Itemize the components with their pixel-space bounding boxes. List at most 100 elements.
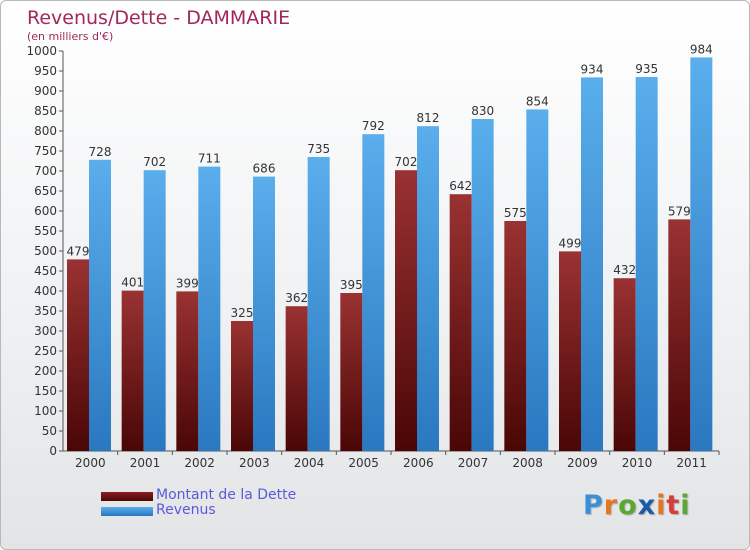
bar-dette-2005 xyxy=(340,293,363,451)
logo-letter: t xyxy=(666,490,681,521)
x-tick-label: 2000 xyxy=(75,456,106,470)
x-tick-label: 2010 xyxy=(622,456,653,470)
legend-swatch-revenus xyxy=(101,507,153,516)
bar-revenus-2004 xyxy=(307,157,330,451)
bar-revenus-2008 xyxy=(526,109,549,452)
bar-dette-2008 xyxy=(504,221,527,451)
data-label-revenus: 812 xyxy=(417,111,440,125)
y-tick-label: 850 xyxy=(34,104,57,118)
bar-revenus-2011 xyxy=(690,57,713,452)
bar-dette-2003 xyxy=(231,321,253,451)
y-tick-label: 600 xyxy=(34,204,57,218)
y-tick-label: 400 xyxy=(34,284,57,298)
y-tick-label: 0 xyxy=(49,444,57,458)
bar-revenus-2002 xyxy=(198,166,221,451)
bar-revenus-2009 xyxy=(581,77,603,452)
data-label-revenus: 686 xyxy=(253,162,276,176)
data-label-revenus: 728 xyxy=(89,145,112,159)
y-tick-label: 500 xyxy=(34,244,57,258)
data-label-dette: 642 xyxy=(449,179,472,193)
y-tick-label: 300 xyxy=(34,324,57,338)
bar-revenus-2005 xyxy=(362,134,385,451)
data-label-revenus: 830 xyxy=(471,104,494,118)
data-label-revenus: 935 xyxy=(635,62,658,76)
legend-label-dette: Montant de la Dette xyxy=(156,487,297,503)
bar-dette-2000 xyxy=(67,259,89,451)
bar-dette-2006 xyxy=(395,170,417,451)
x-tick-label: 2011 xyxy=(676,456,707,470)
data-label-revenus: 711 xyxy=(198,152,221,166)
y-tick-label: 650 xyxy=(34,184,57,198)
x-tick-label: 2001 xyxy=(130,456,161,470)
data-label-revenus: 735 xyxy=(307,142,330,156)
data-label-dette: 401 xyxy=(121,276,144,290)
data-label-revenus: 854 xyxy=(526,94,549,108)
y-tick-label: 800 xyxy=(34,124,57,138)
data-label-dette: 325 xyxy=(231,306,254,320)
logo-letter: P xyxy=(583,490,604,521)
data-label-revenus: 934 xyxy=(581,62,604,76)
bar-revenus-2000 xyxy=(89,159,111,452)
y-tick-label: 150 xyxy=(34,384,57,398)
data-label-dette: 395 xyxy=(340,278,363,292)
x-tick-label: 2007 xyxy=(458,456,489,470)
proxiti-logo: Proxiti xyxy=(583,490,691,521)
bar-revenus-2006 xyxy=(417,126,439,451)
x-tick-label: 2008 xyxy=(512,456,543,470)
logo-letter: r xyxy=(603,490,619,521)
bar-revenus-2007 xyxy=(471,119,494,451)
bar-dette-2010 xyxy=(613,278,636,451)
x-tick-label: 2009 xyxy=(567,456,598,470)
y-tick-label: 900 xyxy=(34,84,57,98)
bar-revenus-2003 xyxy=(253,176,275,451)
chart-labels: 0 50 100 150 200 250 300 350 400 450 500 550 600 650 7… xyxy=(26,42,712,470)
chart-title: Revenus/Dette - DAMMARIE xyxy=(27,7,291,29)
bar-dette-2011 xyxy=(668,219,691,451)
x-tick-label: 2005 xyxy=(348,456,379,470)
chart-axes xyxy=(59,50,720,455)
x-tick-label: 2004 xyxy=(294,456,325,470)
data-label-dette: 432 xyxy=(613,263,636,277)
logo-letter: x xyxy=(637,490,657,521)
y-tick-label: 950 xyxy=(34,64,57,78)
data-label-dette: 579 xyxy=(668,204,691,218)
legend-label-revenus: Revenus xyxy=(156,502,216,518)
legend-swatch-dette xyxy=(101,492,153,501)
y-tick-label: 1000 xyxy=(26,44,57,58)
x-tick-label: 2003 xyxy=(239,456,270,470)
bar-dette-2009 xyxy=(559,251,581,451)
bar-dette-2001 xyxy=(121,290,144,451)
chart-subtitle: (en milliers d'€) xyxy=(27,30,114,43)
data-label-revenus: 702 xyxy=(143,155,166,169)
x-tick-label: 2002 xyxy=(184,456,215,470)
y-tick-label: 550 xyxy=(34,224,57,238)
y-tick-label: 700 xyxy=(34,164,57,178)
y-tick-label: 100 xyxy=(34,404,57,418)
y-tick-label: 50 xyxy=(42,424,57,438)
bar-revenus-2010 xyxy=(635,77,658,451)
y-tick-label: 250 xyxy=(34,344,57,358)
data-label-dette: 499 xyxy=(559,236,582,250)
logo-letter: i xyxy=(680,490,691,521)
y-tick-label: 350 xyxy=(34,304,57,318)
data-label-dette: 399 xyxy=(176,276,199,290)
y-tick-label: 450 xyxy=(34,264,57,278)
data-label-dette: 575 xyxy=(504,206,527,220)
logo-letter: i xyxy=(656,490,667,521)
bar-revenus-2001 xyxy=(143,170,166,451)
data-label-dette: 362 xyxy=(285,291,308,305)
data-label-dette: 479 xyxy=(67,244,90,258)
x-tick-label: 2006 xyxy=(403,456,434,470)
data-label-dette: 702 xyxy=(395,155,418,169)
data-label-revenus: 984 xyxy=(690,42,713,56)
bar-dette-2002 xyxy=(176,291,199,451)
bar-dette-2007 xyxy=(449,194,472,451)
y-tick-label: 750 xyxy=(34,144,57,158)
logo-letter: o xyxy=(618,490,638,521)
y-tick-label: 200 xyxy=(34,364,57,378)
data-label-revenus: 792 xyxy=(362,119,385,133)
bar-dette-2004 xyxy=(285,306,308,451)
chart-bars xyxy=(67,57,713,452)
